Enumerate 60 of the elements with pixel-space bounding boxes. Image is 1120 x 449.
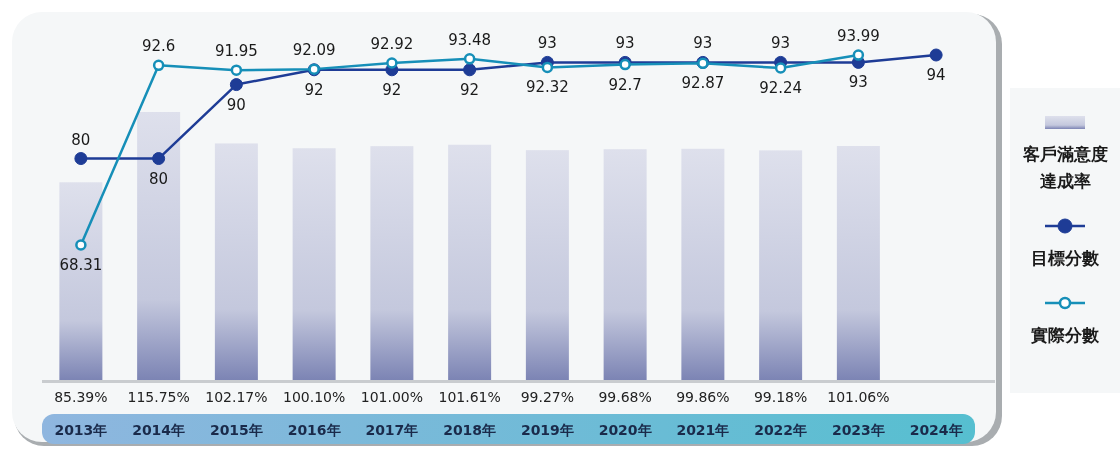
data-label: 92.7 [608, 75, 642, 94]
data-label: 93.48 [448, 30, 492, 49]
x-tick-label: 2019年 [520, 422, 574, 438]
data-label: 92.92 [370, 34, 414, 53]
data-label: 93.99 [836, 27, 880, 46]
data-label: 80 [71, 130, 91, 149]
data-label: 102.17% [205, 389, 268, 405]
x-tick-label: 2016年 [287, 422, 341, 438]
x-tick-label: 2018年 [443, 422, 497, 438]
data-label: 92 [460, 80, 480, 99]
x-tick-label: 2014年 [132, 422, 186, 438]
legend-label: 實際分數 [1031, 325, 1100, 345]
data-label: 91.95 [214, 42, 258, 61]
x-tick-label: 2015年 [209, 422, 263, 438]
x-tick-label: 2017年 [365, 422, 419, 438]
x-tick-label: 2021年 [676, 422, 730, 438]
x-tick-label: 2024年 [909, 422, 963, 438]
data-label: 93 [537, 34, 557, 53]
data-label: 99.68% [598, 389, 652, 405]
data-label: 92.32 [525, 78, 569, 97]
data-label: 68.31 [59, 256, 103, 274]
bar [525, 150, 569, 380]
legend-label: 客戶滿意度達成率 [1021, 144, 1108, 191]
bar [214, 143, 258, 380]
bar [603, 149, 647, 380]
data-label: 99.18% [753, 389, 808, 405]
data-label: 92.24 [759, 79, 803, 98]
bar [137, 112, 181, 380]
legend-label: 目標分數 [1031, 248, 1100, 268]
data-label: 101.06% [827, 389, 890, 405]
bar [681, 148, 725, 380]
data-label: 100.10% [282, 389, 346, 405]
data-label: 94 [926, 66, 946, 84]
data-label: 90 [226, 95, 246, 114]
bar [759, 150, 803, 380]
bar [448, 144, 492, 380]
bar [59, 182, 103, 380]
x-tick-label: 2022年 [754, 422, 808, 438]
data-label: 92.6 [141, 37, 176, 56]
data-label: 93 [615, 34, 635, 53]
data-label: 85.39% [54, 389, 108, 405]
data-label: 101.61% [438, 389, 501, 405]
data-label: 93 [771, 34, 791, 53]
data-label: 92 [304, 80, 324, 99]
data-label: 92.87 [681, 74, 725, 93]
data-label: 99.27% [520, 389, 575, 405]
data-label: 99.86% [676, 389, 730, 405]
bar [292, 148, 336, 380]
data-label: 93 [848, 73, 868, 92]
data-label: 92 [382, 80, 402, 99]
x-tick-label: 2013年 [54, 422, 108, 438]
data-label: 101.00% [360, 389, 424, 405]
x-tick-label: 2020年 [598, 422, 652, 438]
bar [370, 146, 414, 380]
x-tick-label: 2023年 [831, 422, 885, 438]
data-label: 80 [149, 169, 169, 188]
data-label: 92.09 [292, 41, 336, 60]
data-label: 93 [693, 34, 713, 53]
data-label: 115.75% [127, 389, 190, 405]
bar [836, 146, 880, 380]
